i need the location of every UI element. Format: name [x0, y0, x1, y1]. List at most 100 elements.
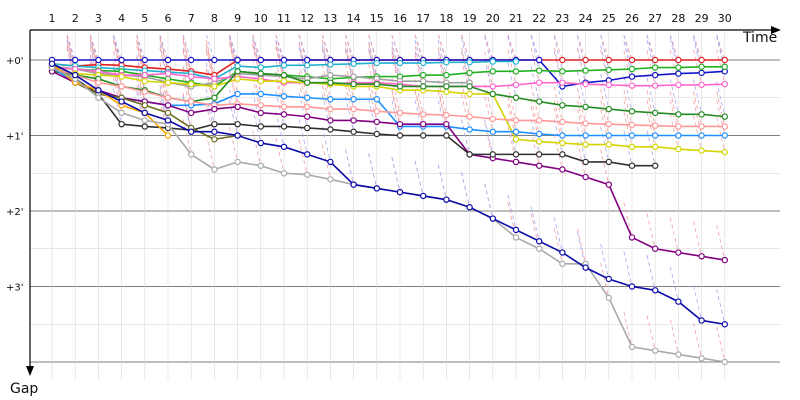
- data-point: [187, 128, 195, 135]
- position-connector: [507, 194, 517, 230]
- data-point: [628, 162, 636, 169]
- data-point: [536, 98, 543, 105]
- data-point: [327, 117, 334, 124]
- data-point: [234, 68, 241, 75]
- position-connector: [623, 34, 633, 61]
- data-point: [327, 61, 334, 68]
- x-tick-label: 16: [393, 12, 407, 25]
- position-connector: [229, 34, 238, 61]
- data-point: [652, 245, 659, 252]
- data-point: [536, 130, 543, 138]
- data-point: [605, 181, 613, 188]
- position-connector: [321, 144, 331, 180]
- position-connector: [437, 91, 447, 127]
- series-10: [48, 64, 729, 130]
- position-connector: [530, 98, 540, 135]
- position-connector: [553, 228, 563, 264]
- position-connector: [623, 50, 633, 86]
- data-point: [187, 109, 195, 117]
- data-point: [721, 80, 729, 88]
- position-connector: [693, 100, 702, 136]
- position-connector: [507, 49, 517, 86]
- data-point: [512, 58, 520, 65]
- position-connector: [182, 119, 192, 155]
- position-connector: [205, 62, 215, 98]
- data-point: [141, 71, 148, 79]
- data-point: [257, 64, 264, 71]
- data-point: [582, 120, 589, 127]
- x-tick-label: 26: [625, 12, 639, 25]
- data-point: [721, 123, 729, 130]
- x-tick-label: 15: [370, 12, 384, 25]
- position-connector: [461, 47, 470, 83]
- position-connector: [530, 206, 540, 242]
- data-point: [234, 158, 241, 166]
- series-line: [51, 63, 169, 137]
- data-point: [187, 80, 195, 88]
- data-point: [675, 298, 682, 305]
- data-point: [652, 143, 659, 151]
- data-point: [698, 355, 705, 362]
- position-connector: [600, 73, 610, 110]
- data-point: [582, 56, 589, 64]
- data-point: [698, 69, 705, 77]
- position-connector: [229, 126, 238, 163]
- data-point: [675, 132, 682, 139]
- position-connector: [553, 217, 563, 253]
- series-16: [48, 60, 729, 328]
- data-point: [628, 343, 636, 351]
- data-point: [512, 234, 520, 241]
- position-connector: [205, 89, 215, 125]
- series-line: [51, 66, 725, 88]
- position-connector: [298, 139, 308, 175]
- position-connector: [484, 36, 494, 72]
- data-point: [350, 60, 357, 67]
- data-point: [118, 56, 125, 64]
- position-connector: [646, 34, 656, 68]
- position-connector: [716, 91, 726, 127]
- tick-labels: 1 2 3 4 5 6 7 8 9 10 11 12 13 14 15 16 17 18 19 20 21 22 23 24 2…: [6, 12, 732, 294]
- y-tick-label: +3': [6, 283, 24, 294]
- position-connector: [623, 202, 633, 238]
- data-point: [118, 120, 125, 128]
- data-point: [350, 117, 357, 124]
- data-point: [350, 96, 357, 103]
- data-point: [280, 71, 288, 79]
- data-point: [211, 75, 218, 83]
- data-point: [141, 77, 148, 85]
- data-point: [512, 226, 520, 234]
- y-tick-label: +0': [6, 56, 24, 67]
- data-point: [396, 188, 404, 196]
- x-tick-label: 29: [695, 12, 709, 25]
- data-point: [373, 108, 380, 115]
- x-tick-label: 9: [234, 12, 241, 25]
- data-point: [280, 62, 288, 69]
- data-point: [466, 151, 473, 158]
- y-axis-arrow: [26, 366, 34, 376]
- position-connector: [669, 319, 679, 355]
- data-point: [605, 81, 613, 89]
- series-line: [51, 66, 725, 128]
- data-point: [350, 181, 357, 188]
- position-connector: [553, 36, 563, 72]
- position-connector: [716, 224, 726, 261]
- data-point: [280, 77, 288, 85]
- data-point: [118, 109, 125, 117]
- position-connector: [507, 62, 517, 98]
- data-point: [652, 71, 659, 79]
- x-tick-label: 24: [579, 12, 593, 25]
- position-connector: [484, 83, 494, 119]
- x-tick-label: 27: [648, 12, 662, 25]
- position-connector: [437, 164, 447, 200]
- data-point: [605, 120, 613, 128]
- data-point: [304, 56, 311, 64]
- position-connector: [113, 34, 122, 66]
- data-point: [234, 62, 241, 70]
- data-point: [373, 80, 380, 88]
- series-lines: [48, 56, 729, 366]
- data-point: [280, 103, 288, 111]
- data-point: [675, 249, 682, 256]
- position-connector: [693, 285, 702, 321]
- data-point: [489, 151, 496, 158]
- data-point: [675, 145, 682, 153]
